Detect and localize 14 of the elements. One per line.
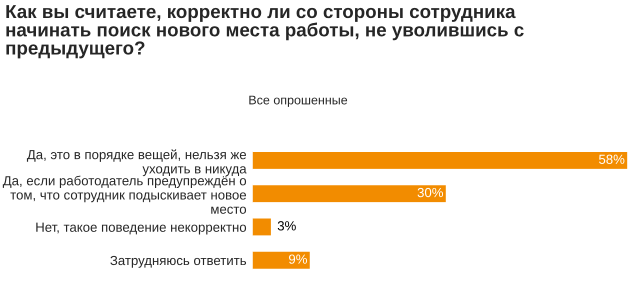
y-tick-label: Нет, такое поведение некорректно [36,222,246,234]
chart-subtitle: Все опрошенные [249,96,348,107]
data-label: 30% [418,188,444,198]
bar [252,184,448,204]
chart-title: Как вы считаете, корректно ли со стороны сотрудника начинать поиск нового места работы, не уволившись с предыдущего? [6,5,524,58]
y-tick-label: Да, если работодатель предупреждён о том, что сотрудник подыскивает новое место [2,176,246,214]
bar [252,150,629,170]
y-tick-label: Затрудняюсь ответить [110,256,246,268]
data-label: 58% [598,154,624,164]
y-tick-label: Да, это в порядке вещей, нельзя же уходить в никуда [26,149,247,176]
bar [252,250,312,270]
data-label: 3% [278,221,296,231]
bar [252,217,272,237]
data-label: 9% [289,254,307,264]
